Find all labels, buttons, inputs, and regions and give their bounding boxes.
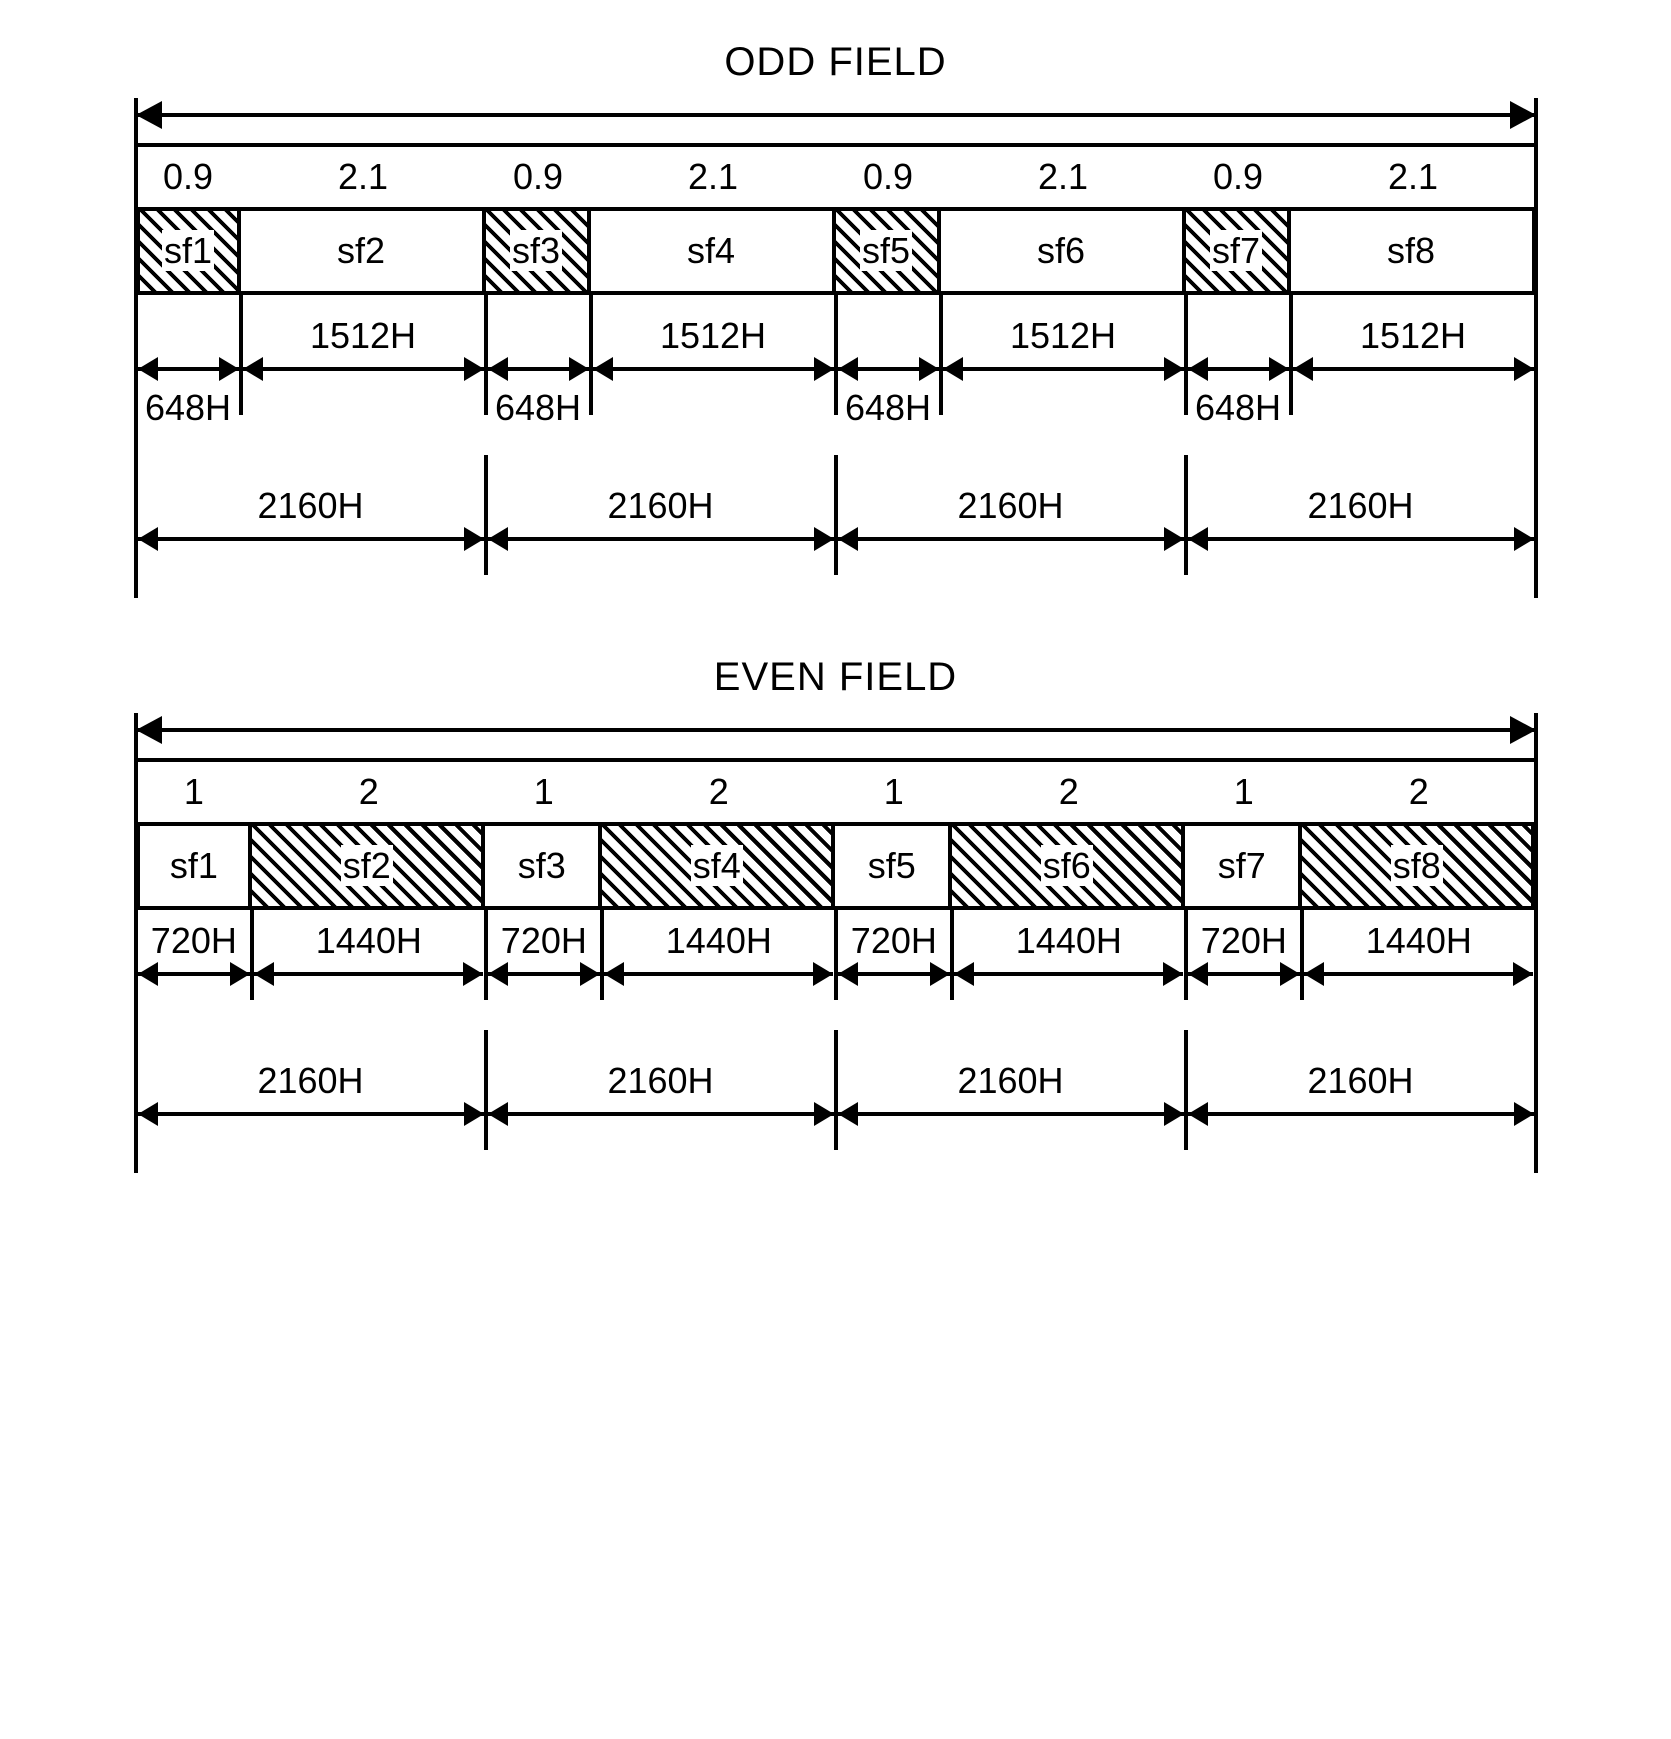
sub-b-label: 1512H (310, 315, 416, 357)
dim-arrow (604, 972, 833, 976)
boundary-tick (1534, 98, 1538, 598)
num-cell: 1 (485, 762, 602, 822)
span-arrow (136, 710, 1536, 750)
sf-cell: sf4 (602, 826, 835, 906)
boundary-tick (134, 98, 138, 598)
sub-a-label: 720H (851, 920, 937, 962)
field-title: EVEN FIELD (136, 655, 1536, 700)
sf-cell: sf3 (486, 211, 591, 291)
dim-arrow (838, 972, 951, 976)
sub-b-label: 1440H (1016, 920, 1122, 962)
total-label: 2160H (257, 1060, 363, 1102)
sf-cell: sf6 (941, 211, 1186, 291)
num-cell: 2 (1302, 762, 1535, 822)
total-label: 2160H (1307, 485, 1413, 527)
num-cell: 0.9 (1186, 147, 1291, 207)
total-label: 2160H (957, 485, 1063, 527)
num-cell: 2 (602, 762, 835, 822)
boundary-tick (1534, 713, 1538, 1173)
num-cell: 2 (952, 762, 1185, 822)
dim-arrow (138, 1112, 484, 1116)
num-cell: 1 (1185, 762, 1302, 822)
span-arrow (136, 95, 1536, 135)
sub-dim-block: 720H 1440H 720H 1440H 720H 1440H 720H 1440H (136, 910, 1536, 1030)
sf-cell: sf1 (136, 826, 253, 906)
sf-cell: sf2 (252, 826, 485, 906)
dim-arrow (138, 537, 484, 541)
num-cell: 2.1 (591, 147, 836, 207)
sf-cell: sf8 (1302, 826, 1535, 906)
sf-cell: sf5 (835, 826, 952, 906)
dim-arrow (954, 972, 1183, 976)
total-dim-block: 2160H 2160H 2160H 2160H (136, 455, 1536, 595)
sub-a-label: 720H (151, 920, 237, 962)
dim-arrow (488, 537, 834, 541)
sub-b-label: 1512H (1010, 315, 1116, 357)
sub-b-label: 1440H (666, 920, 772, 962)
total-label: 2160H (957, 1060, 1063, 1102)
sub-a-label: 720H (1201, 920, 1287, 962)
sf-cell: sf5 (836, 211, 941, 291)
num-cell: 0.9 (486, 147, 591, 207)
dim-arrow (488, 367, 589, 371)
dim-arrow (488, 1112, 834, 1116)
num-cell: 2.1 (241, 147, 486, 207)
total-label: 2160H (257, 485, 363, 527)
sf-cell: sf2 (241, 211, 486, 291)
sf-cell: sf3 (485, 826, 602, 906)
sf-cell: sf1 (136, 211, 241, 291)
sf-cell: sf7 (1186, 211, 1291, 291)
sub-b-label: 1512H (1360, 315, 1466, 357)
sub-b-label: 1440H (316, 920, 422, 962)
dim-arrow (838, 367, 939, 371)
sf-cell: sf4 (591, 211, 836, 291)
dim-arrow (1293, 367, 1534, 371)
sub-a-label: 648H (845, 387, 931, 429)
num-cell: 2.1 (941, 147, 1186, 207)
sf-cell: sf7 (1185, 826, 1302, 906)
dim-arrow (138, 367, 239, 371)
num-cell: 0.9 (836, 147, 941, 207)
number-row: 0.92.10.92.10.92.10.92.1 (136, 143, 1536, 207)
even-field-block: EVEN FIELD 12121212sf1sf2sf3sf4sf5sf6sf7… (136, 655, 1536, 1170)
dim-arrow (243, 367, 484, 371)
sub-a-label: 648H (145, 387, 231, 429)
sub-dim-block: 1512H 648H 1512H 648H 1512H 648H 1512H 648H (136, 295, 1536, 455)
sub-b-label: 1512H (660, 315, 766, 357)
sf-row: sf1sf2sf3sf4sf5sf6sf7sf8 (136, 207, 1536, 295)
sf-cell: sf6 (952, 826, 1185, 906)
sub-a-label: 720H (501, 920, 587, 962)
dim-arrow (1188, 367, 1289, 371)
dim-arrow (943, 367, 1184, 371)
sub-a-label: 648H (495, 387, 581, 429)
odd-field-block: ODD FIELD 0.92.10.92.10.92.10.92.1sf1sf2… (136, 40, 1536, 595)
total-dim-block: 2160H 2160H 2160H 2160H (136, 1030, 1536, 1170)
num-cell: 2 (252, 762, 485, 822)
dim-arrow (838, 537, 1184, 541)
total-label: 2160H (1307, 1060, 1413, 1102)
dim-arrow (838, 1112, 1184, 1116)
total-label: 2160H (607, 485, 713, 527)
number-row: 12121212 (136, 758, 1536, 822)
sub-b-label: 1440H (1366, 920, 1472, 962)
dim-arrow (488, 972, 601, 976)
sf-cell: sf8 (1291, 211, 1536, 291)
dim-arrow (1188, 537, 1534, 541)
field-title: ODD FIELD (136, 40, 1536, 85)
dim-arrow (1188, 972, 1301, 976)
sf-row: sf1sf2sf3sf4sf5sf6sf7sf8 (136, 822, 1536, 910)
dim-arrow (1188, 1112, 1534, 1116)
sub-a-label: 648H (1195, 387, 1281, 429)
num-cell: 1 (136, 762, 253, 822)
dim-arrow (593, 367, 834, 371)
num-cell: 1 (835, 762, 952, 822)
dim-arrow (254, 972, 483, 976)
dim-arrow (1304, 972, 1533, 976)
total-label: 2160H (607, 1060, 713, 1102)
dim-arrow (138, 972, 251, 976)
boundary-tick (134, 713, 138, 1173)
num-cell: 0.9 (136, 147, 241, 207)
num-cell: 2.1 (1291, 147, 1536, 207)
